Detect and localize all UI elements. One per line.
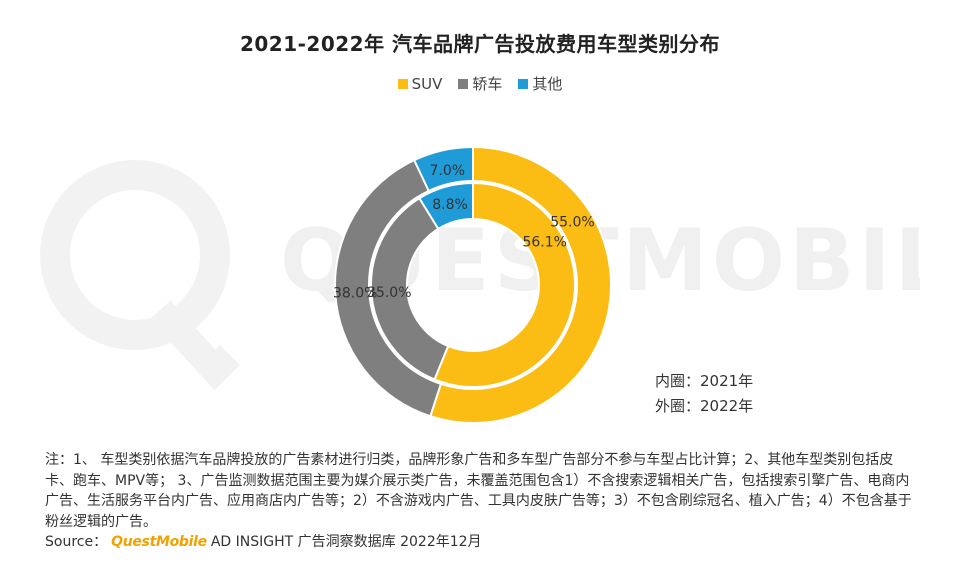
data-labels: 55.0% 38.0% 7.0% 56.1% 35.0% 8.8% (333, 163, 595, 302)
legend-item-suv: SUV (397, 73, 443, 94)
outer-ring-2022 (334, 145, 612, 424)
inner-ring-2021 (370, 181, 576, 388)
questmobile-brand: QuestMobile (111, 534, 207, 550)
inner-label-sedan: 35.0% (367, 285, 411, 301)
inner-label-other: 8.8% (432, 197, 468, 213)
legend-label-sedan: 轿车 (472, 75, 503, 93)
inner-label-suv: 56.1% (522, 234, 566, 250)
legend: SUV 轿车 其他 (0, 73, 960, 94)
inner-ring-note: 内圈：2021年 (655, 372, 754, 390)
legend-label-suv: SUV (411, 74, 443, 93)
legend-item-sedan: 轿车 (458, 73, 502, 94)
legend-swatch-sedan (458, 78, 469, 89)
outer-slice-other (412, 145, 474, 193)
outer-slice-suv (429, 145, 612, 424)
legend-item-other: 其他 (518, 73, 562, 94)
outer-label-sedan: 38.0% (333, 285, 377, 301)
footnote: 注：1、 车型类别依据汽车品牌投放的广告素材进行归类，品牌形象广告和多车型广告部… (45, 452, 912, 530)
chart-title: 2021-2022年 汽车品牌广告投放费用车型类别分布 (239, 32, 721, 56)
outer-label-suv: 55.0% (550, 214, 594, 230)
source-suffix: AD INSIGHT 广告洞察数据库 2022年12月 (210, 534, 482, 550)
source-line: Source： QuestMobile AD INSIGHT 广告洞察数据库 2… (45, 531, 482, 551)
legend-swatch-other (518, 78, 529, 89)
inner-slice-other (418, 181, 474, 231)
inner-slice-sedan (370, 196, 450, 381)
legend-swatch-suv (397, 78, 408, 89)
outer-ring-note: 外圈：2022年 (655, 397, 754, 415)
source-prefix: Source： (45, 534, 108, 550)
inner-slice-suv (433, 181, 576, 388)
legend-label-other: 其他 (532, 75, 563, 93)
outer-label-other: 7.0% (429, 163, 465, 179)
